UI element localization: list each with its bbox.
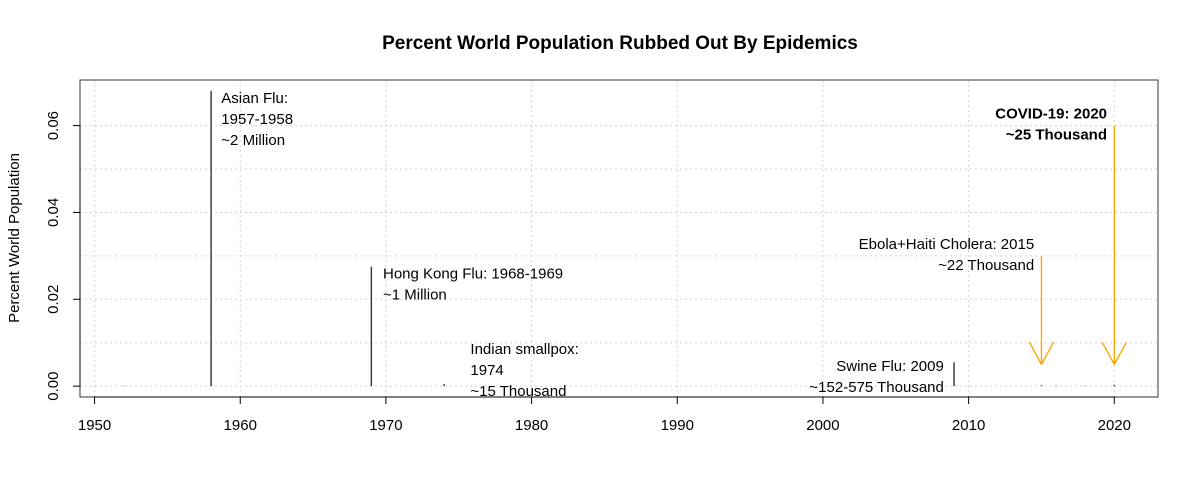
covid-19-annotation-line: ~25 Thousand [1006, 126, 1107, 143]
covid-19-annotation-line: COVID-19: 2020 [995, 105, 1107, 122]
ebola-arrow-head-left [1028, 342, 1043, 365]
bars-layer [123, 90, 1115, 387]
hong-kong-flu-annotation: Hong Kong Flu: 1968-1969 ~1 Million [383, 266, 563, 304]
annotations-layer: Asian Flu: 1957-1958 ~2 Million Hong Kong F… [221, 90, 1107, 400]
y-tick-label: 0.06 [45, 111, 62, 140]
y-tick-label: 0.00 [45, 372, 62, 401]
x-tick-label: 1970 [369, 417, 402, 434]
x-tick-label: 1980 [515, 417, 548, 434]
asian-flu-annotation-line: 1957-1958 [221, 111, 293, 128]
ebola-cholera-annotation-line: Ebola+Haiti Cholera: 2015 [859, 236, 1035, 253]
covid-arrow-head-right [1113, 342, 1127, 365]
asian-flu-annotation: Asian Flu: 1957-1958 ~2 Million [221, 90, 293, 149]
ebola-arrow-head-right [1040, 342, 1055, 365]
chart-title: Percent World Population Rubbed Out By E… [382, 33, 858, 54]
x-axis: 1950 1960 1970 1980 1990 2000 2010 2020 [78, 396, 1131, 434]
x-tick-label: 1960 [224, 417, 257, 434]
hong-kong-flu-annotation-line: ~1 Million [383, 287, 447, 304]
x-tick-label: 2020 [1098, 417, 1131, 434]
x-tick-label: 2010 [952, 417, 985, 434]
y-tick-label: 0.02 [45, 285, 62, 314]
x-tick-label: 2000 [806, 417, 839, 434]
indian-smallpox-annotation-line: 1974 [470, 362, 503, 379]
y-axis: 0.00 0.02 0.04 0.06 [45, 111, 81, 401]
ebola-cholera-annotation-line: ~22 Thousand [938, 257, 1034, 274]
swine-flu-annotation-line: Swine Flu: 2009 [836, 358, 944, 375]
hong-kong-flu-annotation-line: Hong Kong Flu: 1968-1969 [383, 266, 563, 283]
y-tick-label: 0.04 [45, 198, 62, 227]
y-axis-label: Percent World Population [6, 153, 23, 323]
indian-smallpox-annotation: Indian smallpox: 1974 ~15 Thousand [470, 341, 578, 400]
swine-flu-annotation: Swine Flu: 2009 ~152-575 Thousand [809, 358, 943, 396]
covid-19-annotation: COVID-19: 2020 ~25 Thousand [995, 105, 1107, 143]
indian-smallpox-annotation-line: ~15 Thousand [470, 383, 566, 400]
swine-flu-annotation-line: ~152-575 Thousand [809, 379, 943, 396]
indian-smallpox-annotation-line: Indian smallpox: [470, 341, 578, 358]
x-tick-label: 1950 [78, 417, 111, 434]
asian-flu-annotation-line: Asian Flu: [221, 90, 288, 107]
ebola-cholera-annotation: Ebola+Haiti Cholera: 2015 ~22 Thousand [859, 236, 1035, 274]
asian-flu-annotation-line: ~2 Million [221, 132, 285, 149]
x-tick-label: 1990 [661, 417, 694, 434]
covid-arrow-head-left [1101, 342, 1115, 365]
arrows-layer [1028, 125, 1127, 365]
